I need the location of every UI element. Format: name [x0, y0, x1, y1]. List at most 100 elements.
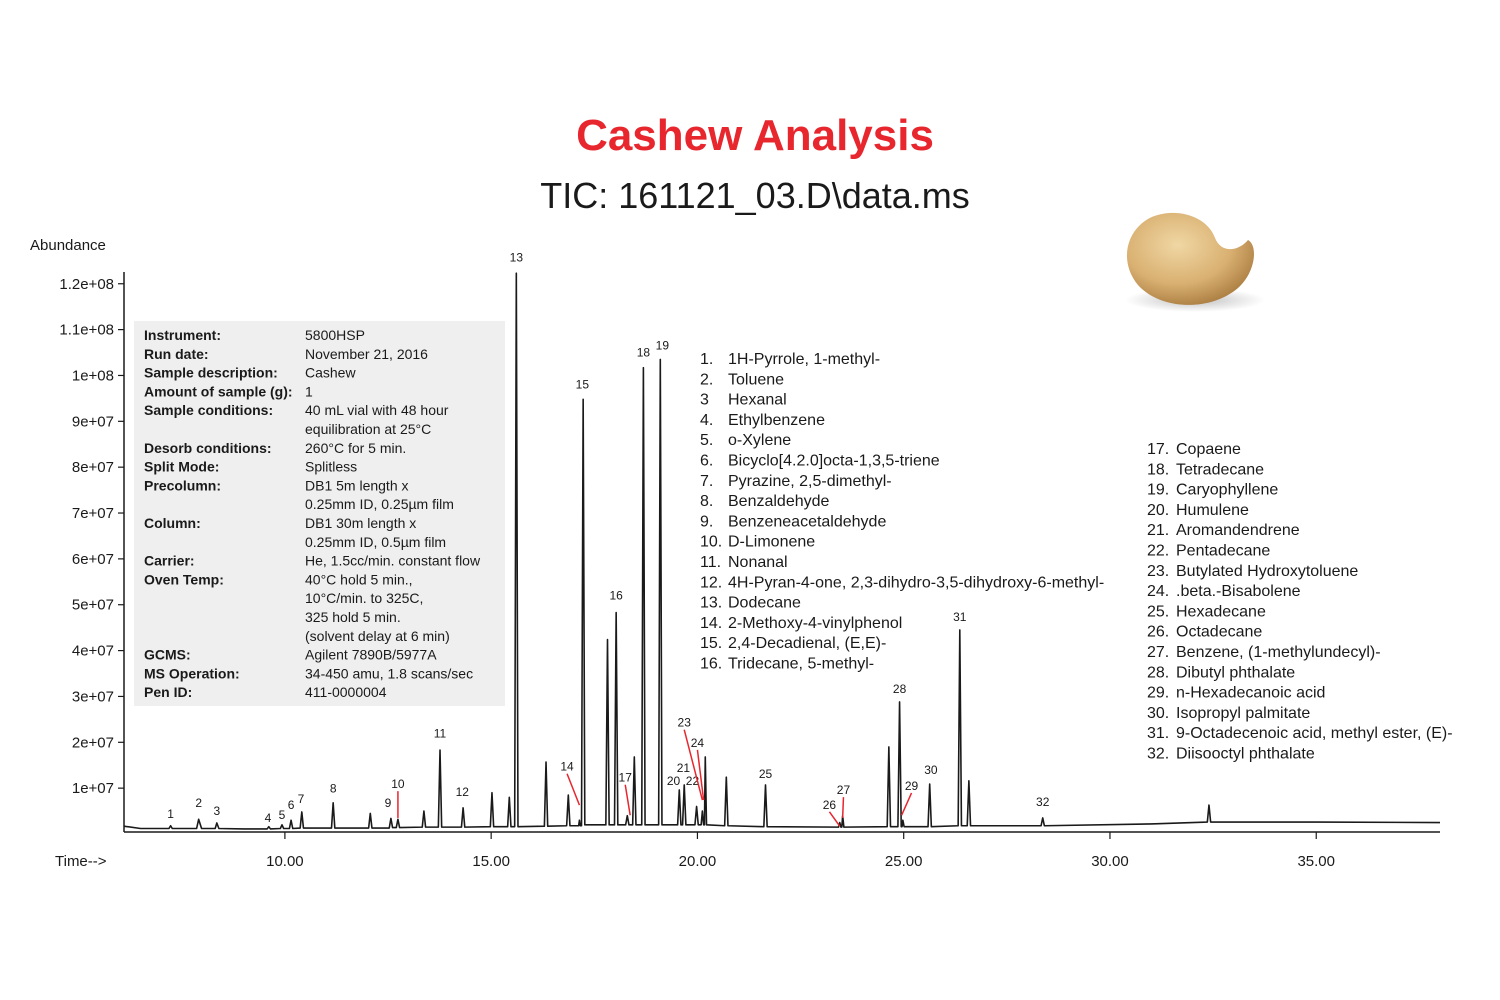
peak-label: 16: [609, 589, 623, 603]
info-value: Cashew: [305, 365, 356, 381]
compound-number: 23.: [1147, 563, 1169, 580]
leader-line: [624, 784, 631, 816]
compound-name: Hexadecane: [1176, 603, 1266, 620]
info-label: Column:: [144, 515, 201, 531]
compound-name: 2,4-Decadienal, (E,E)-: [728, 635, 886, 652]
x-tick-label: 25.00: [885, 853, 923, 870]
compound-name: Dodecane: [728, 595, 801, 612]
compound-name: Benzeneacetaldehyde: [728, 513, 886, 530]
info-value: November 21, 2016: [305, 346, 428, 362]
compound-number: 27.: [1147, 644, 1169, 661]
compound-number: 19.: [1147, 482, 1169, 499]
compound-number: 18.: [1147, 461, 1169, 478]
x-tick-label: 20.00: [679, 853, 717, 870]
info-value: 34-450 amu, 1.8 scans/sec: [305, 665, 473, 681]
info-box: [134, 321, 505, 706]
info-label: GCMS:: [144, 647, 191, 663]
info-value: 40°C hold 5 min.,: [305, 571, 413, 587]
compound-name: Diisooctyl phthalate: [1176, 746, 1315, 763]
compound-name: Nonanal: [728, 554, 788, 571]
info-value: 325 hold 5 min.: [305, 609, 401, 625]
compound-number: 26.: [1147, 624, 1169, 641]
y-axis-label: Abundance: [30, 237, 106, 254]
compound-name: Aromandendrene: [1176, 522, 1300, 539]
compound-number: 24.: [1147, 583, 1169, 600]
info-value: Agilent 7890B/5977A: [305, 647, 437, 663]
compound-name: Bicyclo[4.2.0]octa-1,3,5-triene: [728, 453, 940, 470]
compound-number: 12.: [700, 574, 722, 591]
compound-number: 16.: [700, 656, 722, 673]
compound-number: 14.: [700, 615, 722, 632]
trace: [123, 272, 1441, 830]
compound-number: 8.: [700, 493, 713, 510]
peak-label: 18: [637, 346, 651, 360]
peak-label: 8: [330, 782, 337, 796]
info-value: 1: [305, 383, 313, 399]
compound-name: Toluene: [728, 371, 784, 388]
compound-name: Caryophyllene: [1176, 482, 1278, 499]
compound-name: Humulene: [1176, 502, 1249, 519]
peak-label: 13: [510, 250, 524, 264]
peak-label: 30: [924, 763, 938, 777]
compound-name: Benzene, (1-methylundecyl)-: [1176, 644, 1381, 661]
y-tick-label: 9e+07: [72, 413, 114, 430]
compound-number: 5.: [700, 432, 713, 449]
compound-name: Copaene: [1176, 441, 1241, 458]
peak-label: 20: [667, 774, 681, 788]
y-tick-label: 6e+07: [72, 551, 114, 568]
info-label: Oven Temp:: [144, 571, 224, 587]
compound-name: o-Xylene: [728, 432, 791, 449]
compound-name: Hexanal: [728, 392, 787, 409]
info-label: Split Mode:: [144, 459, 219, 475]
y-tick-label: 3e+07: [72, 688, 114, 705]
compound-name: Ethylbenzene: [728, 412, 825, 429]
compound-number: 29.: [1147, 685, 1169, 702]
cashew-image: [1125, 212, 1265, 312]
info-label: Desorb conditions:: [144, 440, 272, 456]
info-value: 10°C/min. to 325C,: [305, 590, 423, 606]
x-tick-label: 10.00: [266, 853, 304, 870]
info-value: 0.25mm ID, 0.5µm film: [305, 534, 446, 550]
info-label: Precolumn:: [144, 477, 221, 493]
compound-name: Butylated Hydroxytoluene: [1176, 563, 1358, 580]
peak-label: 5: [279, 808, 286, 822]
info-value: 411-0000004: [305, 684, 387, 700]
compound-number: 1.: [700, 351, 713, 368]
info-value: equilibration at 25°C: [305, 421, 431, 437]
compound-number: 13.: [700, 595, 722, 612]
peak-label: 32: [1036, 795, 1050, 809]
compound-name: Pentadecane: [1176, 543, 1270, 560]
info-label: MS Operation:: [144, 665, 240, 681]
compound-number: 4.: [700, 412, 713, 429]
x-tick-label: 30.00: [1091, 853, 1129, 870]
compound-number: 7.: [700, 473, 713, 490]
compound-number: 22.: [1147, 543, 1169, 560]
info-label: Sample conditions:: [144, 402, 273, 418]
info-label: Amount of sample (g):: [144, 383, 293, 399]
compound-number: 30.: [1147, 705, 1169, 722]
compound-number: 28.: [1147, 664, 1169, 681]
y-tick-label: 8e+07: [72, 459, 114, 476]
peak-label: 27: [837, 783, 851, 797]
peak-label: 11: [434, 727, 447, 741]
y-tick-label: 4e+07: [72, 643, 114, 660]
compound-number: 2.: [700, 371, 713, 388]
compound-number: 6.: [700, 453, 713, 470]
peak-label: 14: [560, 760, 574, 774]
peak-label: 7: [298, 792, 305, 806]
compound-name: Benzaldehyde: [728, 493, 830, 510]
x-tick-label: 35.00: [1297, 853, 1335, 870]
peak-label: 21: [677, 761, 691, 775]
info-value: 5800HSP: [305, 327, 365, 343]
info-value: DB1 5m length x: [305, 477, 409, 493]
info-label: Run date:: [144, 346, 209, 362]
compound-number: 17.: [1147, 441, 1169, 458]
y-tick-label: 2e+07: [72, 734, 114, 751]
compound-name: Dibutyl phthalate: [1176, 664, 1295, 681]
info-value: 40 mL vial with 48 hour: [305, 402, 449, 418]
peak-label: 2: [195, 796, 202, 810]
compound-number: 11.: [700, 554, 721, 571]
info-value: He, 1.5cc/min. constant flow: [305, 553, 481, 569]
peak-label: 12: [456, 785, 470, 799]
